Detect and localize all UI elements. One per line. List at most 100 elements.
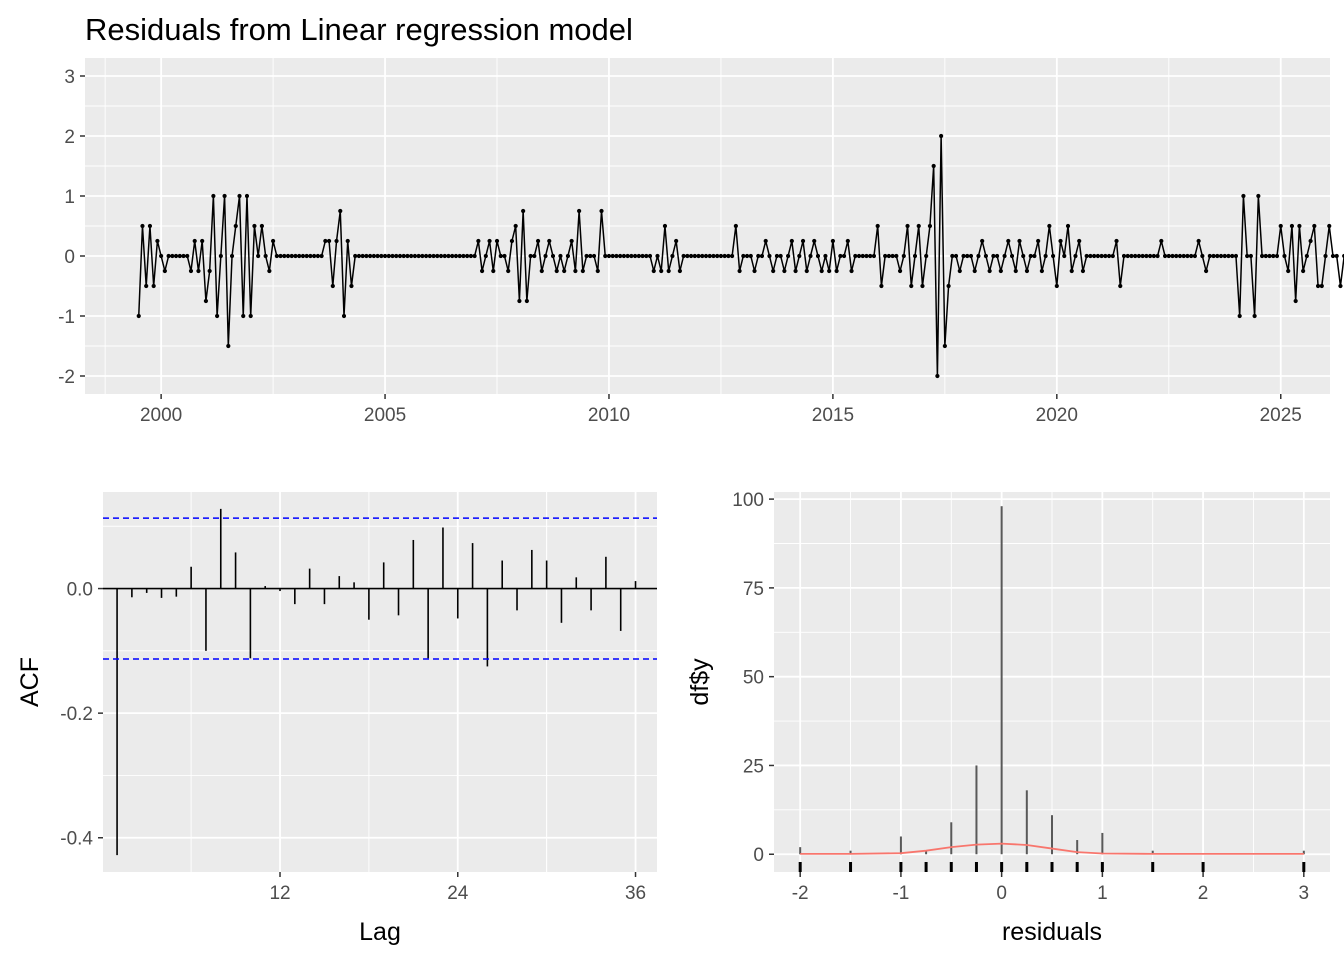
residual-point [1118,284,1122,288]
residual-point [178,254,182,258]
residual-point [980,239,984,243]
residual-point [484,254,488,258]
residual-point [1226,254,1230,258]
y-tick-label: 0.0 [67,580,93,601]
residual-point [1249,254,1253,258]
residual-point [443,254,447,258]
residual-point [159,254,163,258]
residual-point [1297,224,1301,228]
residual-point [1301,269,1305,273]
residual-point [730,254,734,258]
residual-point [958,269,962,273]
residual-point [950,254,954,258]
residual-point [1010,254,1014,258]
residual-point [1077,239,1081,243]
x-tick-label: 24 [447,883,469,904]
residual-point [898,269,902,273]
residual-point [543,254,547,258]
residual-point [413,254,417,258]
residual-point [1036,239,1040,243]
residual-point [137,314,141,318]
residual-point [988,269,992,273]
residual-point [1312,224,1316,228]
x-tick-label: -1 [892,883,909,904]
residual-point [648,254,652,258]
residual-point [1058,239,1062,243]
residual-point [349,284,353,288]
x-tick-label: 2 [1198,883,1209,904]
residual-point [827,269,831,273]
histogram-bar [1101,833,1103,854]
y-tick-label: -2 [58,367,75,388]
residual-point [577,209,581,213]
residual-point [353,254,357,258]
residual-point [1073,254,1077,258]
residual-point [1100,254,1104,258]
residual-point [211,194,215,198]
residual-point [1331,254,1335,258]
residual-point [181,254,185,258]
residual-point [596,269,600,273]
residual-point [562,269,566,273]
residual-point [1159,239,1163,243]
x-tick-label: 36 [625,883,646,904]
x-tick-label: 3 [1299,883,1310,904]
residual-point [230,254,234,258]
residual-point [685,254,689,258]
residual-point [1137,254,1141,258]
residual-point [196,269,200,273]
residual-point [338,209,342,213]
residual-point [1271,254,1275,258]
residual-point [222,194,226,198]
residual-point [1286,269,1290,273]
histogram-y-axis-title: df$y [686,658,714,706]
residual-point [659,269,663,273]
residual-point [390,254,394,258]
residual-point [1305,254,1309,258]
residual-point [786,254,790,258]
residual-point [640,254,644,258]
residual-point [756,254,760,258]
residual-point [517,299,521,303]
residual-point [905,224,909,228]
residual-point [652,269,656,273]
y-tick-label: 25 [743,756,764,777]
x-tick-label: 2020 [1036,405,1078,426]
residual-point [536,239,540,243]
residual-point [961,254,965,258]
residual-point [1189,254,1193,258]
residual-point [663,224,667,228]
residual-point [857,254,861,258]
residual-point [823,254,827,258]
residual-point [1044,254,1048,258]
residual-point [779,254,783,258]
residual-point [551,254,555,258]
residual-point [853,254,857,258]
residual-point [1308,239,1312,243]
residual-point [1208,254,1212,258]
residual-point [1152,254,1156,258]
residual-point [1085,254,1089,258]
residual-point [805,269,809,273]
x-tick-label: 2000 [140,405,182,426]
residual-point [749,254,753,258]
residual-point [603,254,607,258]
residual-point [323,239,327,243]
residual-point [260,224,264,228]
residual-point [361,254,365,258]
residual-point [364,254,368,258]
residual-point [689,254,693,258]
y-tick-label: 1 [64,187,75,208]
residual-point [1081,269,1085,273]
residual-point [465,254,469,258]
residual-point [637,254,641,258]
residual-point [887,254,891,258]
residual-point [737,269,741,273]
residual-point [1338,284,1342,288]
residual-point [872,254,876,258]
residual-point [308,254,312,258]
histogram-bar [975,765,977,854]
residual-point [573,269,577,273]
residual-point [204,299,208,303]
residual-point [417,254,421,258]
